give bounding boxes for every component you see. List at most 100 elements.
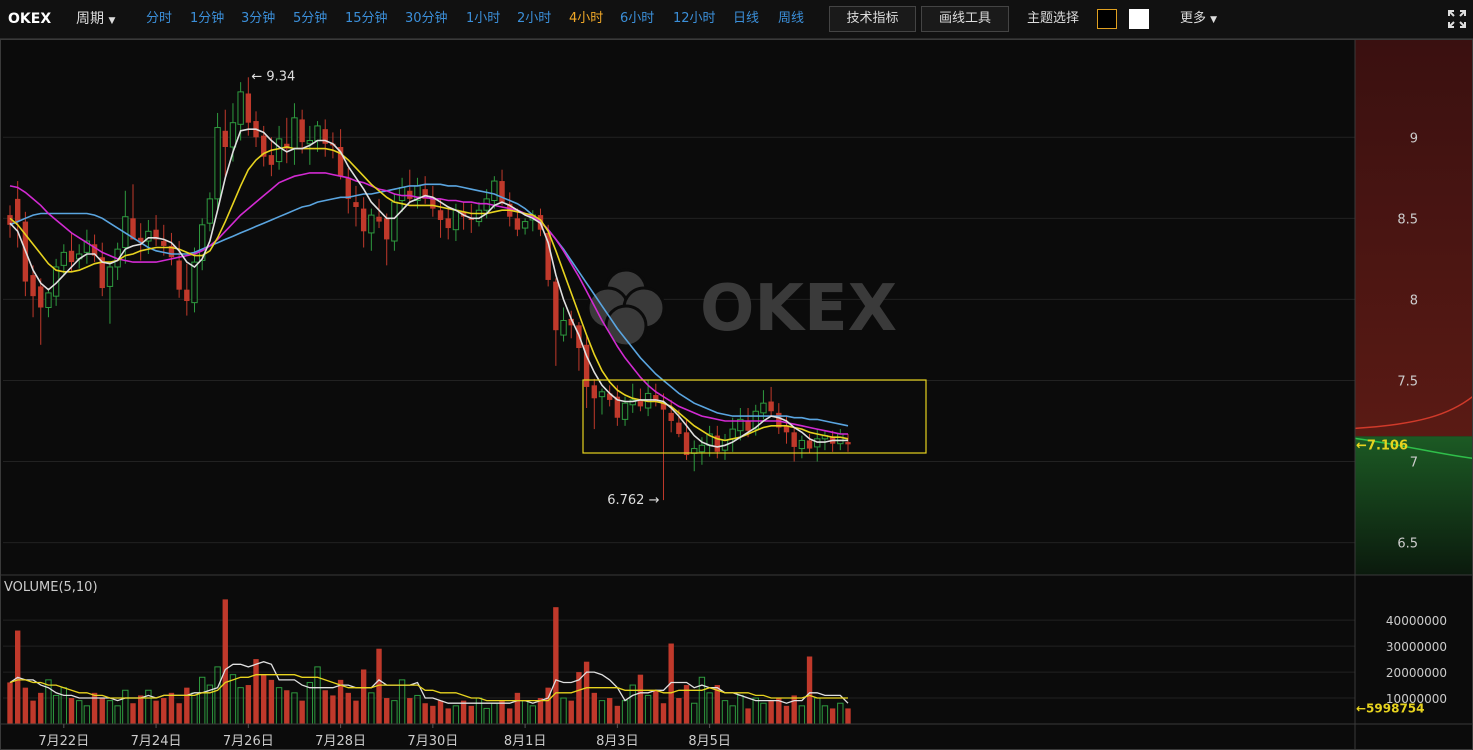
volume-bar: [606, 698, 613, 724]
candle-body: [268, 155, 275, 165]
candle-body: [14, 198, 21, 222]
volume-bar: [676, 698, 682, 724]
tab-2hour[interactable]: 2小时: [517, 11, 552, 26]
theme-dark-swatch[interactable]: [1097, 9, 1117, 29]
time-tick-label: 8月5日: [688, 734, 731, 749]
candle-body: [206, 198, 214, 224]
price-tick-label: 7.5: [1397, 374, 1418, 389]
candle-body: [791, 432, 797, 447]
volume-bar: [38, 692, 44, 724]
candle-body: [38, 286, 44, 308]
volume-tick-label: 40000000: [1386, 614, 1447, 628]
candle-body: [837, 433, 844, 445]
candle-body: [798, 439, 806, 450]
volume-bar: [791, 695, 797, 724]
tab-30min[interactable]: 30分钟: [405, 11, 448, 26]
candle-body: [30, 275, 36, 297]
volume-bar: [829, 708, 836, 724]
candle-body: [314, 125, 321, 142]
candle-body: [168, 245, 175, 258]
volume-bar: [376, 648, 382, 724]
caret-down-icon: ▼: [1210, 15, 1218, 25]
tab-4hour[interactable]: 4小时: [569, 11, 604, 26]
candle-body: [514, 218, 521, 230]
orderbook-asks-gradient: [1355, 39, 1473, 437]
volume-bar: [545, 687, 551, 724]
tab-5min[interactable]: 5分钟: [293, 11, 328, 26]
volume-bar: [660, 703, 667, 724]
time-tick-label: 7月24日: [131, 734, 182, 749]
candle-body: [768, 401, 774, 412]
candle-body: [422, 189, 428, 199]
volume-bar: [568, 700, 574, 724]
tab-3min[interactable]: 3分钟: [241, 11, 276, 26]
min-price-annotation: 6.762 →: [607, 493, 659, 508]
volume-bar: [384, 698, 390, 724]
last-volume-label: ←5998754: [1356, 701, 1425, 715]
volume-bar: [245, 685, 252, 724]
candle-body: [83, 240, 91, 253]
ma-white-line: [9, 128, 848, 448]
candle-body: [184, 289, 190, 302]
chart-labels: ← 9.34 6.762 → ←7.106 VOLUME(5,10) ←5998754: [4, 69, 1425, 715]
candle-body: [7, 215, 13, 225]
volume-bar: [514, 692, 521, 724]
candle-body: [568, 318, 574, 326]
tab-timeshare[interactable]: 分时: [146, 11, 173, 26]
volume-bar: [714, 685, 720, 724]
tab-6hour[interactable]: 6小时: [620, 11, 655, 26]
volume-bar: [445, 708, 451, 724]
candlesticks: [7, 77, 851, 501]
more-dropdown[interactable]: 更多 ▼: [1180, 0, 1217, 38]
candle-body: [91, 244, 98, 256]
tab-daily[interactable]: 日线: [733, 11, 760, 26]
candle-body: [698, 444, 706, 453]
candle-body: [391, 201, 398, 242]
candle-body: [99, 257, 105, 289]
volume-bar: [330, 695, 336, 724]
volume-bar: [591, 692, 597, 724]
price-tick-label: 6.5: [1397, 537, 1418, 552]
candle-body: [783, 425, 790, 433]
candle-body: [437, 210, 444, 220]
candle-body: [337, 147, 344, 177]
time-tick-label: 7月30日: [407, 734, 458, 749]
volume-tick-label: 20000000: [1386, 666, 1447, 680]
candle-body: [360, 208, 367, 232]
candle-body: [491, 180, 498, 202]
theme-light-swatch[interactable]: [1129, 9, 1149, 29]
candle-body: [621, 402, 629, 420]
volume-bar: [22, 687, 29, 724]
candle-body: [745, 420, 751, 431]
fullscreen-icon[interactable]: [1448, 10, 1466, 28]
candle-body: [153, 229, 159, 240]
tab-weekly[interactable]: 周线: [778, 11, 805, 26]
price-chart[interactable]: OKEX 9 8.5 8 7.5 7 6.5 40000000 30000000 2000000…: [0, 39, 1473, 750]
tab-1hour[interactable]: 1小时: [466, 11, 501, 26]
candle-body: [275, 138, 283, 163]
candle-body: [306, 140, 314, 145]
tab-12hour[interactable]: 12小时: [673, 11, 716, 26]
drawing-tools-button[interactable]: 画线工具: [921, 6, 1009, 32]
highlight-rectangle[interactable]: [582, 379, 927, 454]
tab-15min[interactable]: 15分钟: [345, 11, 388, 26]
period-dropdown[interactable]: 周期 ▼: [76, 0, 115, 38]
time-tick-label: 8月1日: [504, 734, 547, 749]
candle-body: [468, 218, 474, 220]
candle-body: [222, 130, 228, 147]
volume-pane-label: VOLUME(5,10): [4, 580, 98, 595]
volume-bar: [68, 698, 75, 724]
volume-bar: [337, 679, 344, 724]
tab-1min[interactable]: 1分钟: [190, 11, 225, 26]
volume-bar: [553, 607, 559, 724]
indicators-button[interactable]: 技术指标: [829, 6, 916, 32]
volume-bar: [653, 690, 659, 724]
volume-bar: [268, 679, 275, 724]
candle-body: [214, 127, 221, 200]
candle-body: [376, 216, 382, 222]
candle-body: [845, 442, 851, 445]
volume-ma10-line: [9, 674, 848, 702]
candle-body: [45, 292, 52, 308]
volume-bar: [422, 703, 428, 724]
candle-body: [138, 237, 144, 243]
